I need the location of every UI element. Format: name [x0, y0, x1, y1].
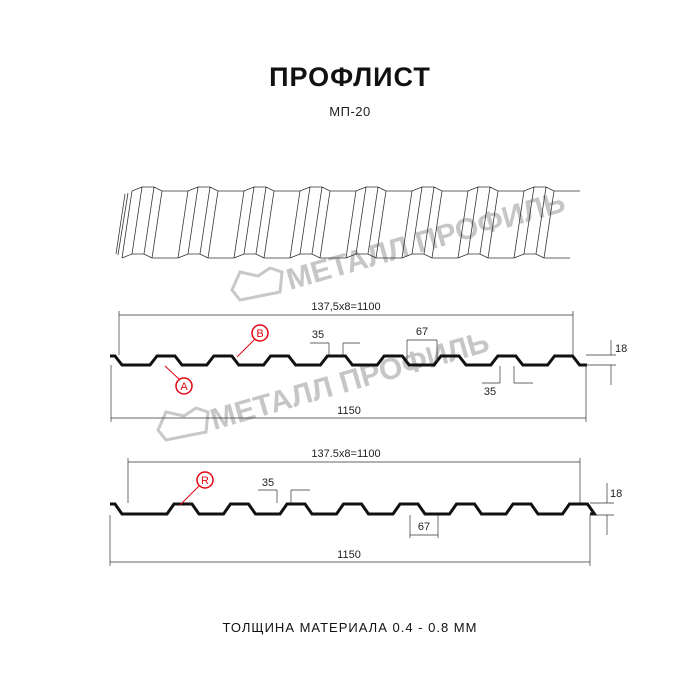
model-subtitle: МП-20 [329, 104, 371, 119]
width-label: 1150 [337, 405, 361, 417]
profile-1-outline [110, 354, 587, 367]
crest-width-label: 35 [312, 329, 324, 341]
rib-width-label: 67 [418, 521, 430, 533]
crest-width-label: 35 [262, 477, 274, 489]
svg-text:R: R [201, 475, 209, 487]
material-thickness-note: ТОЛЩИНА МАТЕРИАЛА 0.4 - 0.8 ММ [222, 620, 478, 635]
width-label: 1150 [337, 549, 361, 561]
callout-r [196, 471, 214, 489]
callout-b [251, 324, 269, 342]
svg-text:B: B [256, 328, 263, 340]
callout-a [175, 377, 193, 395]
rib-width-label: 67 [416, 326, 428, 338]
height-label: 18 [610, 488, 622, 500]
svg-text:A: A [180, 381, 188, 393]
profile-1: 137,5x8=1100 1150 35 67 35 18 A B [110, 301, 627, 422]
svg-text:МЕТАЛЛ ПРОФИЛЬ: МЕТАЛЛ ПРОФИЛЬ [207, 326, 493, 437]
height-label: 18 [615, 343, 627, 355]
sheet-perspective-lines [115, 186, 580, 259]
profile-2-outline [110, 502, 598, 516]
pitch-total-label: 137.5x8=1100 [311, 448, 380, 460]
profile-2: 137.5x8=1100 1150 35 67 18 R [109, 448, 622, 566]
pitch-total-label: 137,5x8=1100 [311, 301, 380, 313]
page-title: ПРОФЛИСТ [269, 62, 431, 92]
watermark-1: МЕТАЛЛ ПРОФИЛЬ [230, 186, 569, 302]
trough-width-label: 35 [484, 386, 496, 398]
sheet-perspective-view [115, 186, 580, 259]
